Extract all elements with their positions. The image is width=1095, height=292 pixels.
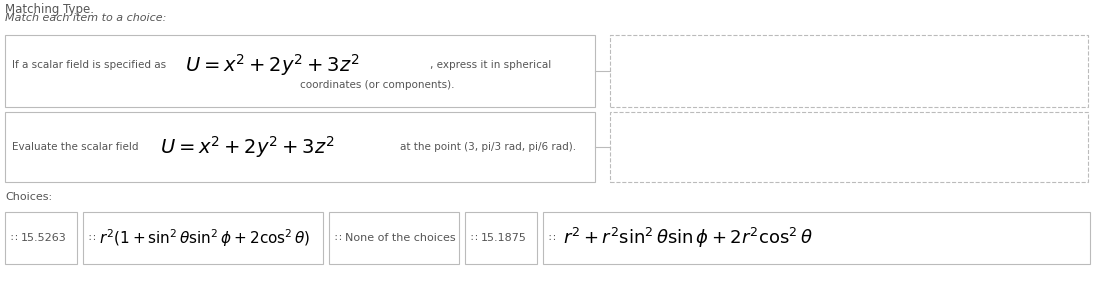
Text: Evaluate the scalar field: Evaluate the scalar field — [12, 142, 138, 152]
Text: ∷: ∷ — [334, 233, 341, 243]
Text: ∷: ∷ — [10, 233, 16, 243]
Text: ∷: ∷ — [548, 233, 555, 243]
Text: None of the choices: None of the choices — [345, 233, 456, 243]
Text: 15.5263: 15.5263 — [21, 233, 67, 243]
FancyBboxPatch shape — [328, 212, 459, 264]
Text: at the point (3, pi/3 rad, pi/6 rad).: at the point (3, pi/3 rad, pi/6 rad). — [400, 142, 576, 152]
Text: ∷: ∷ — [470, 233, 476, 243]
Text: $U = x^2 + 2y^2 + 3z^2$: $U = x^2 + 2y^2 + 3z^2$ — [160, 134, 335, 160]
FancyBboxPatch shape — [610, 112, 1088, 182]
Text: Match each item to a choice:: Match each item to a choice: — [5, 13, 166, 23]
Text: 15.1875: 15.1875 — [481, 233, 527, 243]
Text: $r^2 + r^2\sin^2\theta\sin\phi + 2r^2\cos^2\theta$: $r^2 + r^2\sin^2\theta\sin\phi + 2r^2\co… — [563, 226, 812, 250]
FancyBboxPatch shape — [5, 212, 77, 264]
FancyBboxPatch shape — [5, 112, 595, 182]
FancyBboxPatch shape — [5, 35, 595, 107]
FancyBboxPatch shape — [610, 35, 1088, 107]
Text: ∷: ∷ — [88, 233, 94, 243]
FancyBboxPatch shape — [83, 212, 323, 264]
Text: $U = x^2 + 2y^2 + 3z^2$: $U = x^2 + 2y^2 + 3z^2$ — [185, 52, 359, 78]
Text: Matching Type.: Matching Type. — [5, 3, 94, 16]
Text: , express it in spherical: , express it in spherical — [430, 60, 551, 70]
Text: Choices:: Choices: — [5, 192, 53, 202]
FancyBboxPatch shape — [465, 212, 537, 264]
FancyBboxPatch shape — [543, 212, 1090, 264]
Text: $r^2(1 + \sin^2\theta\sin^2\phi + 2\cos^2\theta)$: $r^2(1 + \sin^2\theta\sin^2\phi + 2\cos^… — [99, 227, 311, 249]
Text: If a scalar field is specified as: If a scalar field is specified as — [12, 60, 166, 70]
Text: coordinates (or components).: coordinates (or components). — [300, 80, 454, 90]
